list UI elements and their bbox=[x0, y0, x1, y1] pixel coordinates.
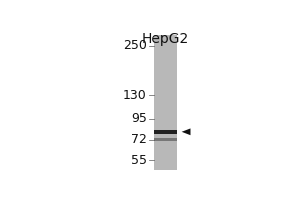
Text: HepG2: HepG2 bbox=[142, 32, 189, 46]
Text: 95: 95 bbox=[131, 112, 147, 125]
Bar bbox=[154, 130, 177, 134]
Text: 72: 72 bbox=[131, 133, 147, 146]
Polygon shape bbox=[182, 128, 190, 135]
Bar bbox=[154, 35, 177, 170]
Text: 55: 55 bbox=[131, 154, 147, 167]
Text: 250: 250 bbox=[123, 39, 147, 52]
Bar bbox=[154, 138, 177, 141]
Text: 130: 130 bbox=[123, 89, 147, 102]
